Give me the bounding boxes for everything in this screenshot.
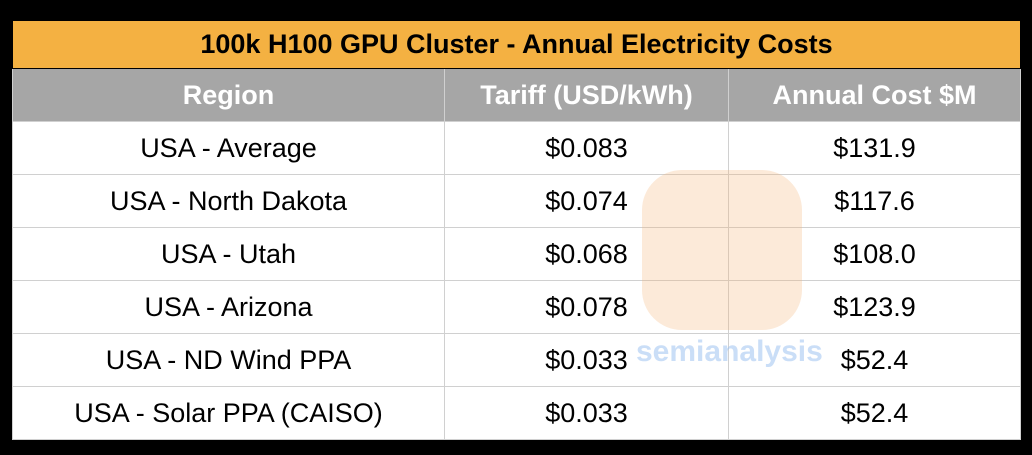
table-cell: $52.4 [728,333,1021,387]
table-row: USA - Solar PPA (CAISO) $0.033 $52.4 [12,386,1021,440]
table-row: USA - Arizona $0.078 $123.9 [12,280,1021,334]
header-cell: Region [12,68,445,122]
table-row: USA - ND Wind PPA $0.033 $52.4 [12,333,1021,387]
header-cell: Tariff (USD/kWh) [444,68,729,122]
table-cell: $0.078 [444,280,729,334]
table-title: 100k H100 GPU Cluster - Annual Electrici… [12,20,1021,69]
table-cell: USA - Arizona [12,280,445,334]
table-cell: USA - ND Wind PPA [12,333,445,387]
table-cell: $0.068 [444,227,729,281]
table-row: USA - Utah $0.068 $108.0 [12,227,1021,281]
table-cell: $52.4 [728,386,1021,440]
table-cell: USA - North Dakota [12,174,445,228]
table-cell: USA - Utah [12,227,445,281]
cost-table: 100k H100 GPU Cluster - Annual Electrici… [12,20,1021,440]
table-row: USA - North Dakota $0.074 $117.6 [12,174,1021,228]
table-cell: $0.074 [444,174,729,228]
table-row: USA - Average $0.083 $131.9 [12,121,1021,175]
table-body: USA - Average $0.083 $131.9 USA - North Dak… [12,121,1021,440]
table-cell: $108.0 [728,227,1021,281]
table-cell: USA - Average [12,121,445,175]
table-cell: $0.033 [444,386,729,440]
table-cell: USA - Solar PPA (CAISO) [12,386,445,440]
table-cell: $0.033 [444,333,729,387]
table-cell: $0.083 [444,121,729,175]
table-frame: 100k H100 GPU Cluster - Annual Electrici… [12,20,1021,440]
table-cell: $131.9 [728,121,1021,175]
header-cell: Annual Cost $M [728,68,1021,122]
header-row: Region Tariff (USD/kWh) Annual Cost $M [12,68,1021,122]
table-cell: $123.9 [728,280,1021,334]
table-cell: $117.6 [728,174,1021,228]
